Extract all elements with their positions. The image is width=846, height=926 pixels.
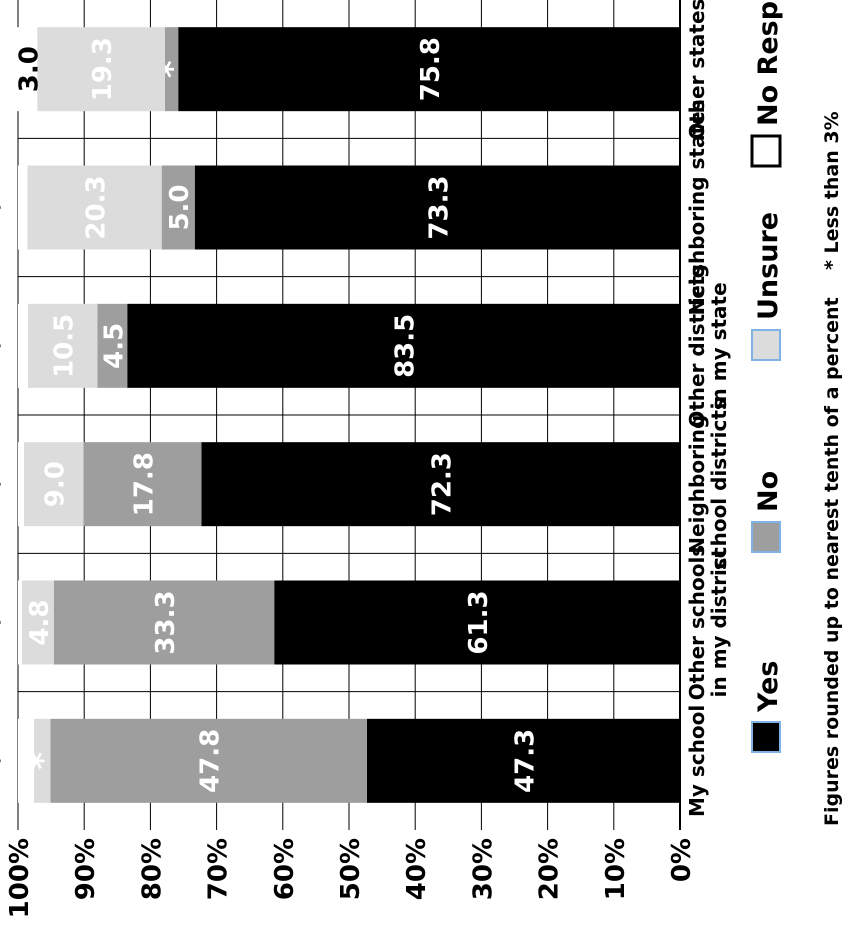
bar-no-response-my-school — [18, 718, 34, 803]
data-label-no: 5.0 — [165, 184, 195, 230]
bar-yes-my-school — [366, 718, 680, 803]
legend-swatch-unsure — [751, 329, 781, 361]
bar-no-response-other-states — [17, 27, 38, 112]
bar-no-other-schools-in-my-district — [53, 580, 275, 665]
bar-no-response-other-schools-in-my-district — [18, 580, 22, 665]
bar-unsure-my-school — [33, 718, 51, 803]
bar-no-other-districts-in-my-state — [97, 303, 128, 388]
bar-yes-other-districts-in-my-state — [127, 303, 681, 388]
asterisk-note: * Less than 3% — [821, 111, 843, 270]
legend-label-yes: Yes — [753, 661, 784, 713]
category-label: My school — [685, 705, 709, 817]
tick-label-20: 20% — [535, 838, 565, 900]
bar-no-neighboring-school-districts — [83, 442, 202, 527]
data-label-unsure: 20.3 — [81, 175, 111, 239]
category-label: Neighboring — [685, 415, 709, 554]
data-label-no-response: 3.0 — [14, 46, 44, 92]
category-label: school districts — [707, 398, 731, 570]
bar-no-neighboring-states — [161, 165, 195, 250]
data-label-no: 4.5 — [99, 323, 129, 369]
data-label-no-response: * — [0, 337, 19, 355]
gridlines — [17, 0, 681, 830]
data-label-unsure: 9.0 — [41, 461, 71, 507]
tick-label-90: 90% — [71, 838, 101, 900]
legend-swatch-yes — [751, 721, 781, 753]
tick-label-50: 50% — [336, 838, 366, 900]
bar-unsure-other-schools-in-my-district — [21, 580, 54, 665]
legend-label-no-response: No Response — [753, 0, 784, 126]
bar-unsure-neighboring-school-districts — [23, 442, 84, 527]
bar-no-response-neighboring-states — [18, 165, 28, 250]
bar-no-other-states — [164, 27, 179, 112]
data-label-no: 33.3 — [151, 590, 181, 654]
tick-label-40: 40% — [402, 838, 432, 900]
category-label: Other states — [685, 0, 709, 140]
data-label-yes: 47.3 — [510, 729, 540, 793]
bar-no-response-neighboring-school-districts — [18, 442, 24, 527]
data-label-unsure: 10.5 — [50, 314, 80, 378]
tick-label-10: 10% — [601, 838, 631, 900]
legend-label-no: No — [753, 471, 784, 512]
data-label-yes: 75.8 — [416, 37, 446, 101]
bar-unsure-other-districts-in-my-state — [27, 303, 98, 388]
legend-label-unsure: Unsure — [753, 212, 784, 320]
annotations: Figures rounded up to nearest tenth of a… — [821, 111, 843, 826]
category-label: in my district — [707, 547, 731, 697]
data-label-unsure: 19.3 — [88, 37, 118, 101]
bar-no-response-other-districts-in-my-state — [18, 303, 28, 388]
bar-no-my-school — [50, 718, 367, 803]
data-label-no: 47.8 — [196, 729, 226, 793]
data-label-yes: 73.3 — [424, 175, 454, 239]
data-label-no-response: * — [0, 613, 19, 631]
data-label-no-response: * — [0, 752, 19, 770]
data-label-no-response: * — [0, 198, 19, 216]
data-label-yes: 83.5 — [391, 314, 421, 378]
bar-yes-neighboring-states — [194, 165, 680, 250]
tick-label-60: 60% — [270, 838, 300, 900]
bar-yes-other-states — [178, 27, 680, 112]
tick-label-0: 0% — [667, 838, 697, 882]
data-label-yes: 61.3 — [464, 590, 494, 654]
value-tick-labels: 0% 10% 20% 30% 40% 50% 60% 70% 80% 90% 100% — [5, 838, 697, 918]
category-label: Other schools — [685, 545, 709, 700]
legend: Yes No Unsure No Response — [750, 0, 784, 753]
data-label-no-response: * — [0, 475, 19, 493]
category-label: in my state — [707, 282, 731, 409]
data-label-no: 17.8 — [129, 452, 159, 516]
legend-swatch-no — [751, 521, 781, 553]
category-label: Neighboring states — [685, 100, 709, 316]
bar-yes-other-schools-in-my-district — [274, 580, 680, 665]
tick-label-80: 80% — [137, 838, 167, 900]
bars: 47.3 47.8 * * 61.3 33.3 4.8 * 72.3 17.8 9.0 * 83.5 4.… — [0, 27, 681, 803]
tick-label-30: 30% — [468, 838, 498, 900]
bar-unsure-other-states — [37, 27, 165, 112]
data-label-unsure: 4.8 — [25, 599, 55, 645]
tick-label-100: 100% — [5, 838, 35, 918]
data-label-yes: 72.3 — [428, 452, 458, 516]
bar-yes-neighboring-school-districts — [201, 442, 680, 527]
bar-unsure-neighboring-states — [27, 165, 162, 250]
rounding-note: Figures rounded up to nearest tenth of a… — [821, 297, 843, 826]
tick-label-70: 70% — [204, 838, 234, 900]
category-label: Other districts — [685, 264, 709, 428]
legend-swatch-no-response — [750, 134, 782, 168]
